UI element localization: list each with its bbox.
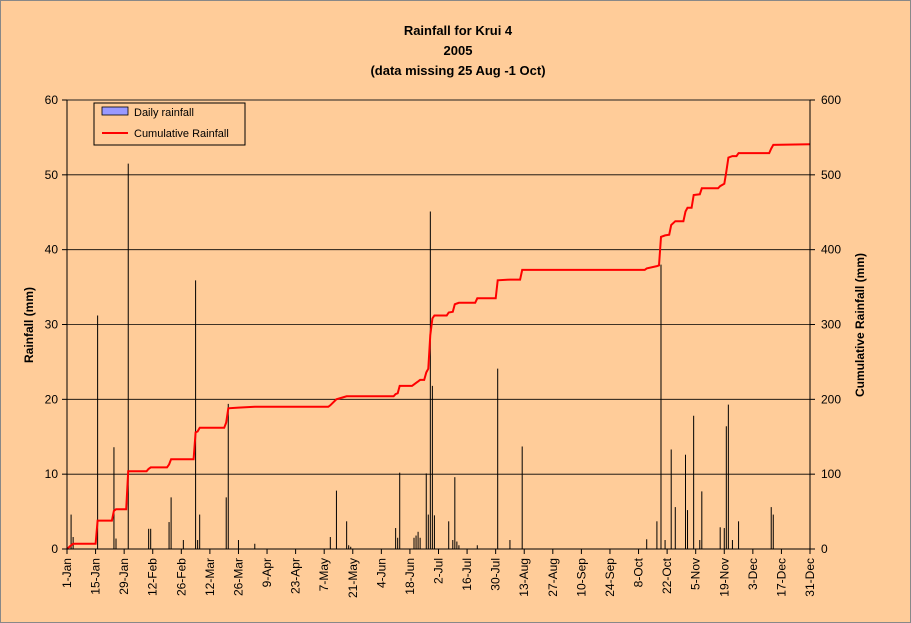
chart-title-line-2: 2005: [444, 43, 473, 58]
x-tick-label: 27-Aug: [546, 558, 560, 597]
gridlines: [67, 99, 810, 475]
left-tick-label: 60: [45, 93, 59, 107]
left-tick-label: 20: [45, 392, 59, 406]
x-tick-label: 12-Mar: [203, 558, 217, 596]
x-axis-ticks: 1-Jan 15-Jan 29-Jan 12-Feb 26-Feb 12-Mar 26-Ma…: [60, 549, 817, 598]
x-tick-label: 10-Sep: [574, 558, 588, 597]
left-tick-label: 50: [45, 168, 59, 182]
x-tick-label: 12-Feb: [146, 558, 160, 596]
legend-swatch-daily-rainfall: [101, 106, 129, 116]
x-tick-label: 5-Nov: [689, 558, 703, 590]
chart-title-line-1: Rainfall for Krui 4: [404, 23, 513, 38]
x-tick-label: 31-Dec: [803, 558, 817, 597]
x-tick-label: 8-Oct: [632, 557, 646, 587]
x-tick-label: 26-Mar: [231, 558, 245, 596]
cumulative-rainfall-line: [66, 143, 811, 550]
right-tick-label: 600: [821, 93, 841, 107]
x-tick-label: 4-Jun: [374, 558, 388, 588]
x-tick-label: 18-Jun: [403, 558, 417, 595]
x-tick-label: 30-Jul: [489, 558, 503, 591]
y2-axis-label: Cumulative Rainfall (mm): [853, 253, 867, 397]
x-tick-label: 1-Jan: [60, 558, 74, 588]
x-tick-label: 26-Feb: [174, 558, 188, 596]
right-tick-label: 200: [821, 392, 841, 406]
chart-title-line-3: (data missing 25 Aug -1 Oct): [370, 63, 545, 78]
left-axis-ticks: 0 10 20 30 40 50 60: [45, 93, 67, 556]
x-tick-label: 9-Apr: [260, 558, 274, 587]
legend-label-daily-rainfall: Daily rainfall: [134, 107, 194, 119]
x-tick-label: 15-Jan: [89, 558, 103, 595]
x-tick-label: 23-Apr: [289, 558, 303, 594]
x-tick-label: 22-Oct: [660, 557, 674, 594]
right-tick-label: 100: [821, 467, 841, 481]
left-tick-label: 0: [51, 542, 58, 556]
x-tick-label: 7-May: [317, 558, 331, 591]
right-tick-label: 0: [821, 542, 828, 556]
right-tick-label: 300: [821, 318, 841, 332]
legend-label-cumulative-rainfall: Cumulative Rainfall: [134, 128, 229, 140]
left-tick-label: 30: [45, 318, 59, 332]
x-tick-label: 24-Sep: [603, 558, 617, 597]
x-tick-label: 21-May: [346, 558, 360, 598]
daily-rainfall-bars: [70, 163, 774, 549]
left-tick-label: 40: [45, 243, 59, 257]
right-tick-label: 400: [821, 243, 841, 257]
x-tick-label: 13-Aug: [517, 558, 531, 597]
x-tick-label: 19-Nov: [717, 558, 731, 597]
x-tick-label: 16-Jul: [460, 558, 474, 591]
x-tick-label: 2-Jul: [432, 558, 446, 584]
right-tick-label: 500: [821, 168, 841, 182]
y-axis-label: Rainfall (mm): [22, 287, 36, 363]
legend: Daily rainfall Cumulative Rainfall: [93, 102, 246, 146]
x-tick-label: 29-Jan: [117, 558, 131, 595]
right-axis-ticks: 0 100 200 300 400 500 600: [810, 93, 841, 556]
left-tick-label: 10: [45, 467, 59, 481]
x-tick-label: 17-Dec: [774, 558, 788, 597]
x-tick-label: 3-Dec: [746, 558, 760, 590]
